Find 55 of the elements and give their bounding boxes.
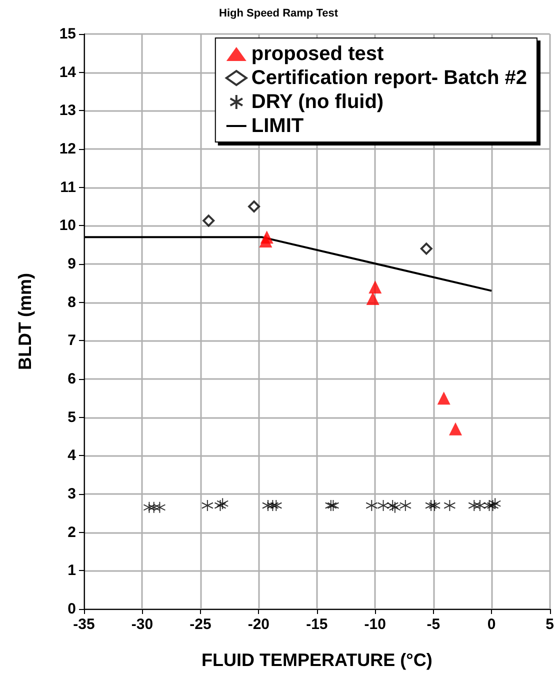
legend-label: proposed test [251,43,384,65]
x-tick-label: 5 [546,616,554,633]
point [428,500,441,512]
y-tick-label: 3 [68,486,76,502]
point [420,242,432,255]
x-tick-label: -25 [190,616,212,633]
x-tick-label: -10 [364,616,386,633]
point [437,392,450,405]
point [444,500,456,512]
point [248,200,260,212]
point [425,500,438,512]
point [368,280,382,294]
y-tick-label: 2 [68,524,76,541]
point [201,500,214,512]
point [483,500,496,512]
point [449,422,462,436]
legend-label: LIMIT [251,115,304,137]
point [377,500,390,512]
point [260,230,274,244]
y-axis-title: BLDT (mm) [15,273,35,370]
y-tick-label: 4 [68,447,77,464]
y-tick-label: 15 [59,26,76,42]
y-tick-label: 0 [68,600,76,618]
point [216,498,229,510]
point [489,498,502,510]
y-tick-label: 10 [59,217,76,234]
point [366,292,380,305]
x-axis-title: FLUID TEMPERATURE (°C) [201,650,432,670]
y-tick-label: 11 [60,178,76,196]
y-tick-label: 9 [68,256,76,272]
chart-title: High Speed Ramp Test [219,8,338,20]
y-tick-label: 14 [59,64,77,81]
point [202,214,215,227]
x-tick-label: -35 [73,616,95,633]
x-tick-label: -5 [426,616,440,633]
point [366,500,378,512]
y-tick-label: 6 [68,370,76,388]
point [270,500,282,512]
y-tick-label: 1 [68,562,76,580]
x-tick-label: -20 [248,616,270,633]
x-tick-label: -15 [306,616,328,633]
y-tick-label: 8 [68,294,76,311]
point [214,500,226,512]
x-tick-label: 0 [487,616,496,633]
y-tick-label: 7 [68,332,76,350]
point [327,500,340,512]
legend-label: DRY (no fluid) [251,91,384,113]
legend-label: Certification report- Batch #2 [251,67,528,89]
point [486,500,499,512]
x-tick-label: -30 [131,616,154,633]
y-tick-label: 12 [59,140,76,158]
y-tick-label: 5 [68,408,76,426]
y-tick-label: 13 [59,102,76,120]
point [324,500,337,512]
point [399,500,412,512]
